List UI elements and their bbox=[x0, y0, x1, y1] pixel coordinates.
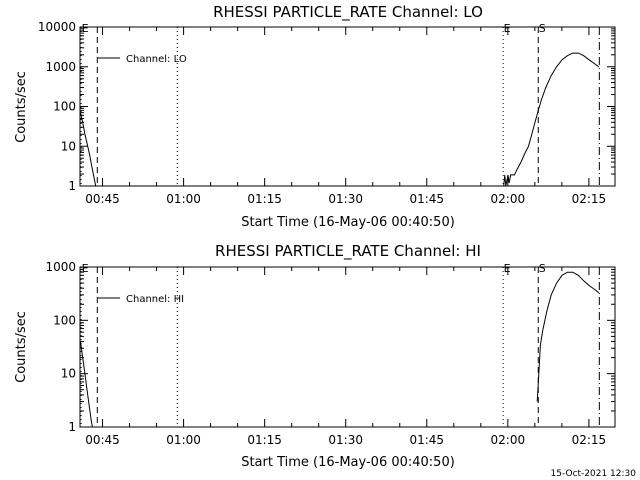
x-tick-label: 01:30 bbox=[328, 192, 363, 206]
y-tick-label: 100 bbox=[53, 100, 76, 114]
x-tick-label: 00:45 bbox=[85, 192, 120, 206]
legend-label: Channel: LO bbox=[126, 54, 187, 65]
x-tick-label: 02:15 bbox=[572, 192, 607, 206]
series-line bbox=[80, 341, 93, 428]
x-tick-label: 02:00 bbox=[491, 433, 526, 447]
x-tick-label: 02:00 bbox=[491, 192, 526, 206]
plot-frame bbox=[79, 26, 616, 187]
event-marker-label: S bbox=[539, 22, 546, 35]
x-tick-label: 01:45 bbox=[409, 433, 444, 447]
legend-label: Channel: HI bbox=[126, 294, 184, 305]
event-marker-label: S bbox=[539, 262, 546, 275]
x-axis-title: Start Time (16-May-06 00:40:50) bbox=[241, 215, 455, 230]
y-tick-label: 1000 bbox=[45, 260, 76, 274]
series-layer bbox=[80, 52, 600, 187]
event-marker-label: E bbox=[504, 262, 511, 275]
y-tick-label: 10 bbox=[61, 367, 76, 381]
y-axis-title: Counts/sec bbox=[14, 311, 29, 383]
y-tick-label: 100 bbox=[53, 313, 76, 327]
footer-timestamp: 15-Oct-2021 12:30 bbox=[551, 469, 637, 479]
series-line bbox=[536, 271, 600, 402]
x-tick-label: 01:00 bbox=[166, 192, 201, 206]
x-tick-label: 01:45 bbox=[409, 192, 444, 206]
y-tick-label: 1 bbox=[68, 420, 76, 434]
panel-channel-lo: RHESSI PARTICLE_RATE Channel: LO Start T… bbox=[14, 3, 616, 230]
x-tick-label: 01:00 bbox=[166, 433, 201, 447]
x-tick-label: 01:15 bbox=[247, 192, 282, 206]
panel-title: RHESSI PARTICLE_RATE Channel: LO bbox=[213, 3, 483, 22]
x-axis-title: Start Time (16-May-06 00:40:50) bbox=[241, 455, 455, 470]
event-marker-label: E bbox=[504, 22, 511, 35]
tick-layer: 1 10 100 1000 10000 00:45 01:00 01:15 01:30 01:45… bbox=[38, 20, 615, 206]
plot-frame bbox=[79, 266, 616, 428]
y-tick-label: 10 bbox=[61, 139, 76, 153]
y-tick-label: 1 bbox=[68, 179, 76, 193]
panel-channel-hi: RHESSI PARTICLE_RATE Channel: HI Start T… bbox=[14, 242, 616, 470]
y-tick-label: 10000 bbox=[38, 20, 76, 34]
series-line bbox=[80, 112, 97, 187]
event-marker-label: E bbox=[82, 262, 89, 275]
x-tick-label: 02:15 bbox=[572, 433, 607, 447]
y-tick-label: 1000 bbox=[45, 60, 76, 74]
x-tick-label: 00:45 bbox=[85, 433, 120, 447]
series-layer bbox=[80, 271, 600, 428]
series-line bbox=[503, 52, 600, 187]
x-tick-label: 01:30 bbox=[328, 433, 363, 447]
x-tick-label: 01:15 bbox=[247, 433, 282, 447]
event-marker-label: E bbox=[82, 22, 89, 35]
tick-layer: 1 10 100 1000 00:45 01:00 01:15 01:30 01:45 02:00… bbox=[45, 260, 615, 447]
panel-title: RHESSI PARTICLE_RATE Channel: HI bbox=[215, 242, 481, 261]
y-axis-title: Counts/sec bbox=[14, 71, 29, 143]
